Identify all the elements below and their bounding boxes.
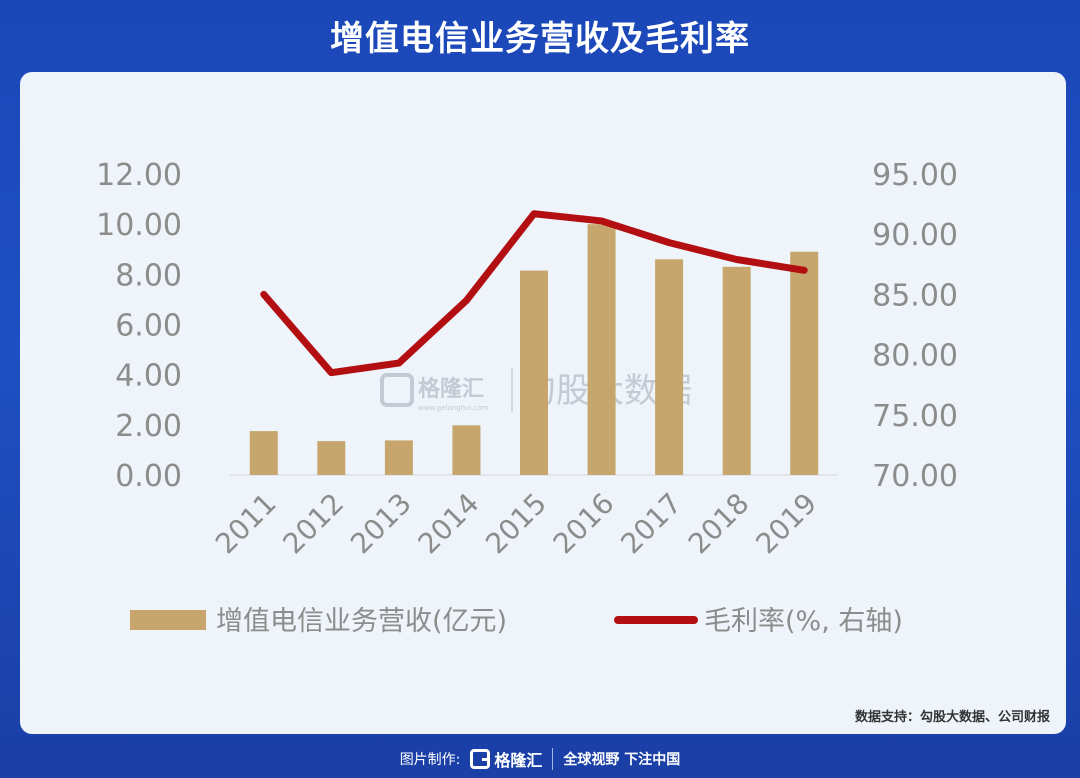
y-right-tick-label: 75.00 bbox=[872, 399, 958, 434]
watermark-brand-sub: www.gelonghui.com bbox=[418, 404, 489, 412]
y-left-tick-label: 12.00 bbox=[96, 158, 182, 193]
data-source-note: 数据支持：勾股大数据、公司财报 bbox=[854, 710, 1050, 725]
bar-2011 bbox=[249, 431, 278, 475]
margin-point-2012 bbox=[330, 372, 332, 374]
y-left-tick-label: 0.00 bbox=[115, 459, 182, 494]
x-tick-label: 2019 bbox=[749, 487, 823, 561]
y-right-tick-label: 90.00 bbox=[872, 218, 958, 253]
margin-point-2015 bbox=[533, 213, 535, 215]
margin-point-2018 bbox=[736, 258, 738, 260]
combo-chart: 格隆汇www.gelonghui.com勾股大数据0.002.004.006.0… bbox=[96, 158, 958, 637]
x-tick-label: 2017 bbox=[614, 487, 688, 561]
margin-point-2011 bbox=[263, 293, 265, 295]
margin-point-2017 bbox=[668, 242, 670, 244]
bar-2014 bbox=[452, 425, 481, 475]
y-left-tick-label: 2.00 bbox=[115, 409, 182, 444]
bar-2012 bbox=[317, 441, 346, 475]
y-right-tick-label: 95.00 bbox=[872, 158, 958, 193]
y-right-tick-label: 70.00 bbox=[872, 459, 958, 494]
x-tick-label: 2015 bbox=[479, 487, 553, 561]
footer-bar: 图片制作: 格隆汇 全球视野 下注中国 bbox=[0, 740, 1080, 778]
bar-2018 bbox=[722, 266, 751, 475]
chart-panel: 格隆汇www.gelonghui.com勾股大数据0.002.004.006.0… bbox=[20, 72, 1066, 734]
chart-title: 增值电信业务营收及毛利率 bbox=[330, 18, 750, 59]
watermark-logo-icon bbox=[380, 373, 414, 407]
brand-logo-icon bbox=[470, 749, 491, 769]
bar-2019 bbox=[790, 251, 819, 475]
margin-point-2019 bbox=[803, 269, 805, 271]
y-right-tick-label: 80.00 bbox=[872, 339, 958, 374]
y-left-tick-label: 8.00 bbox=[115, 258, 182, 293]
x-tick-label: 2011 bbox=[209, 487, 283, 561]
credit-label: 图片制作: bbox=[399, 752, 461, 768]
x-tick-label: 2014 bbox=[412, 487, 486, 561]
x-tick-label: 2018 bbox=[682, 487, 756, 561]
legend-bar-label: 增值电信业务营收(亿元) bbox=[216, 606, 507, 637]
margin-point-2014 bbox=[465, 299, 467, 301]
footer-brand-name: 格隆汇 bbox=[494, 751, 543, 770]
y-left-tick-label: 6.00 bbox=[115, 309, 182, 344]
y-left-tick-label: 10.00 bbox=[96, 208, 182, 243]
margin-point-2013 bbox=[398, 362, 400, 364]
watermark-brand: 格隆汇 bbox=[418, 376, 484, 402]
bar-2013 bbox=[384, 440, 413, 475]
legend-bar-swatch bbox=[130, 610, 206, 630]
footer-brand: 格隆汇 bbox=[470, 747, 542, 771]
x-tick-label: 2012 bbox=[277, 487, 351, 561]
bar-2016 bbox=[587, 224, 616, 475]
bar-2017 bbox=[655, 259, 684, 475]
legend-line-label: 毛利率(%, 右轴) bbox=[704, 606, 903, 637]
bar-2015 bbox=[520, 270, 548, 475]
margin-point-2016 bbox=[601, 220, 603, 222]
footer-divider bbox=[552, 748, 554, 770]
x-tick-label: 2013 bbox=[344, 487, 418, 561]
y-right-tick-label: 85.00 bbox=[872, 278, 958, 313]
footer-slogan: 全球视野 下注中国 bbox=[563, 752, 681, 768]
x-tick-label: 2016 bbox=[547, 487, 621, 561]
y-left-tick-label: 4.00 bbox=[115, 359, 182, 394]
